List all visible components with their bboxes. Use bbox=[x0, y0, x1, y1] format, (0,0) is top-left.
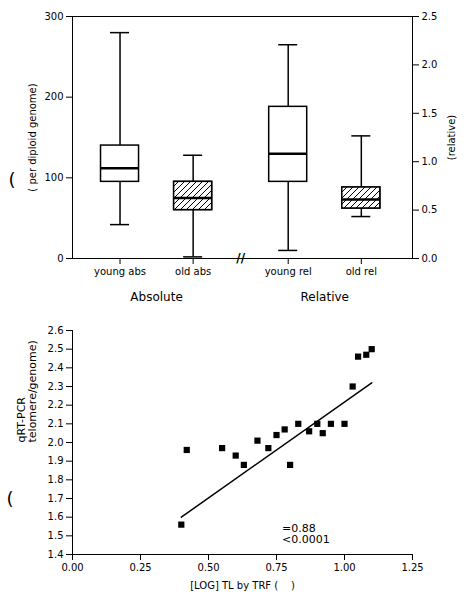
svg-text:2.0: 2.0 bbox=[422, 59, 438, 70]
svg-text:2.5: 2.5 bbox=[48, 343, 64, 354]
svg-text:0.25: 0.25 bbox=[129, 562, 151, 573]
svg-text:2.1: 2.1 bbox=[48, 418, 64, 429]
svg-text:300: 300 bbox=[44, 11, 63, 22]
svg-text:Absolute: Absolute bbox=[130, 290, 182, 304]
svg-text:1.4: 1.4 bbox=[48, 549, 64, 560]
svg-text:0.75: 0.75 bbox=[265, 562, 287, 573]
svg-text:0.50: 0.50 bbox=[197, 562, 219, 573]
svg-text:old rel: old rel bbox=[346, 266, 377, 277]
svg-text:0.00: 0.00 bbox=[61, 562, 83, 573]
svg-text:2.6: 2.6 bbox=[48, 325, 64, 336]
svg-text:young abs: young abs bbox=[94, 266, 146, 277]
svg-text:0: 0 bbox=[57, 253, 63, 264]
svg-text:(relative): (relative) bbox=[446, 115, 457, 161]
svg-text:=0.88<0.0001: =0.88<0.0001 bbox=[282, 522, 330, 546]
svg-text:old abs: old abs bbox=[175, 266, 211, 277]
svg-text:(: ( bbox=[7, 488, 14, 509]
svg-text:young rel: young rel bbox=[265, 266, 312, 277]
svg-text:qRT-PCRtelomere/genome): qRT-PCRtelomere/genome) bbox=[15, 340, 39, 442]
svg-text://: // bbox=[236, 251, 245, 265]
svg-text:1.5: 1.5 bbox=[48, 530, 64, 541]
svg-text:0.5: 0.5 bbox=[422, 204, 438, 215]
svg-text:1.00: 1.00 bbox=[333, 562, 355, 573]
svg-text:1.9: 1.9 bbox=[48, 455, 64, 466]
svg-text:1.25: 1.25 bbox=[401, 562, 423, 573]
svg-text:(: ( bbox=[9, 169, 16, 190]
svg-text:1.6: 1.6 bbox=[48, 511, 64, 522]
svg-text:[LOG] TL by TRF ( ): [LOG] TL by TRF ( ) bbox=[190, 580, 295, 591]
svg-text:1.5: 1.5 bbox=[422, 108, 438, 119]
svg-text:1.0: 1.0 bbox=[422, 156, 438, 167]
svg-text:1.8: 1.8 bbox=[48, 474, 64, 485]
svg-text:Relative: Relative bbox=[301, 290, 349, 304]
svg-text:1.7: 1.7 bbox=[48, 493, 64, 504]
svg-text:2.4: 2.4 bbox=[48, 362, 64, 373]
svg-text:100: 100 bbox=[44, 172, 63, 183]
svg-text:2.0: 2.0 bbox=[48, 437, 64, 448]
svg-text:0.0: 0.0 bbox=[422, 253, 438, 264]
svg-text:2.5: 2.5 bbox=[422, 11, 438, 22]
svg-text:( per diploid genome): ( per diploid genome) bbox=[27, 83, 38, 191]
svg-text:2.2: 2.2 bbox=[48, 399, 64, 410]
svg-text:200: 200 bbox=[44, 91, 63, 102]
svg-text:2.3: 2.3 bbox=[48, 381, 64, 392]
